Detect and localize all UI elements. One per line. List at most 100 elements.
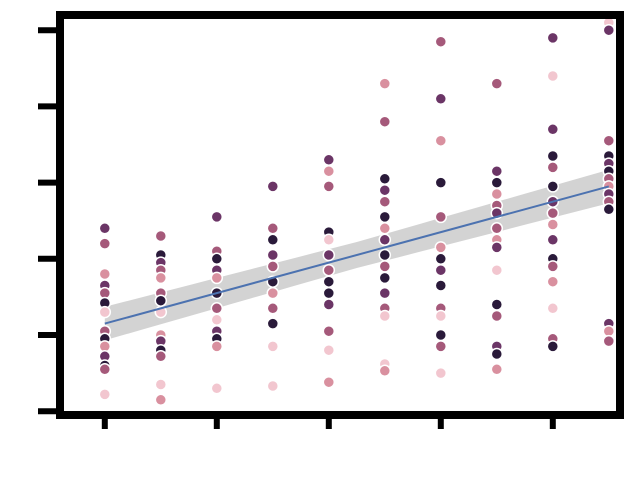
data-point [546,69,560,83]
data-point [378,260,392,273]
data-point [322,286,336,300]
data-point [322,153,336,167]
data-point [434,252,448,266]
data-point [490,298,504,311]
data-point [322,233,336,247]
data-point [546,233,560,247]
data-point [210,252,224,266]
data-point [546,260,560,273]
data-point [266,248,280,262]
data-point [434,309,448,323]
data-point [490,187,504,201]
data-point [154,378,168,391]
data-point [602,203,616,216]
data-point [378,248,392,262]
data-point [266,180,280,193]
data-point [546,161,560,174]
data-point [266,317,280,330]
data-point [378,364,392,378]
data-point [490,347,504,361]
data-point [98,363,112,376]
data-point [266,260,280,273]
data-point [434,366,448,380]
scatter-points [98,16,616,407]
data-point [434,241,448,254]
data-point [322,375,336,389]
data-point [378,115,392,128]
data-point [322,263,336,277]
data-point [378,195,392,208]
data-point [210,210,224,224]
data-point [546,180,560,193]
data-point [98,388,112,401]
data-point [434,35,448,48]
data-point [266,222,280,235]
data-point [546,275,560,288]
data-point [378,183,392,197]
data-point [490,241,504,254]
data-point [378,271,392,285]
data-point [322,248,336,262]
data-point [546,206,560,220]
data-point [490,77,504,90]
data-point [546,31,560,45]
data-point [322,343,336,357]
data-point [490,222,504,235]
data-point [378,286,392,300]
data-point [154,271,168,285]
data-point [546,340,560,353]
data-point [154,393,168,407]
data-point [490,176,504,189]
data-point [98,237,112,250]
plot-frame [56,11,624,419]
data-point [266,286,280,300]
data-point [154,229,168,243]
data-point [490,309,504,323]
data-point [434,279,448,292]
data-point [210,340,224,353]
data-point [546,149,560,163]
regression-line-group [104,185,610,325]
data-point [266,233,280,247]
data-point [98,305,112,319]
data-point [210,382,224,395]
data-point [434,340,448,353]
data-point [434,328,448,342]
data-point [434,176,448,189]
data-point [602,334,616,348]
data-point [546,218,560,231]
data-point [322,298,336,311]
data-point [322,275,336,288]
data-point [378,233,392,247]
data-point [154,350,168,363]
data-point [434,134,448,147]
data-point [266,302,280,315]
data-point [378,77,392,90]
data-point [378,172,392,186]
data-point [98,222,112,235]
data-point [490,263,504,277]
data-point [210,313,224,327]
data-point [210,271,224,285]
x-axis-ticks [101,415,556,429]
data-point [434,263,448,277]
data-point [602,134,616,147]
data-point [434,92,448,106]
data-point [98,267,112,281]
y-axis-ticks [38,27,60,415]
data-point [490,164,504,178]
data-point [266,340,280,353]
data-point [378,309,392,323]
data-point [378,210,392,224]
data-point [322,164,336,178]
data-point [210,302,224,315]
data-point [546,302,560,315]
data-point [378,222,392,235]
data-point [602,23,616,37]
data-point [490,363,504,376]
data-point [154,294,168,307]
data-point [322,324,336,338]
data-point [434,210,448,224]
